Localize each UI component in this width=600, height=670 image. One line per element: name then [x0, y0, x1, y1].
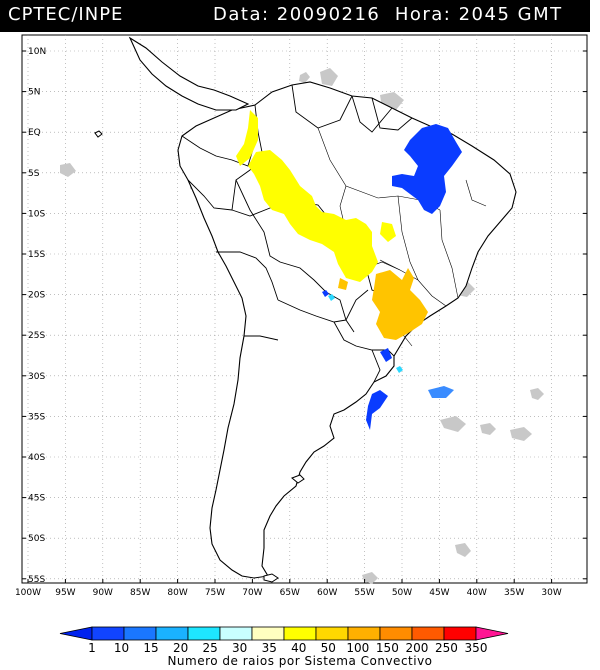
color-bar-tick-label: 100	[346, 641, 369, 655]
color-bar-swatch	[411, 626, 445, 641]
lon-label: 35W	[504, 588, 524, 598]
lon-label: 95W	[55, 588, 75, 598]
lon-label: 70W	[242, 588, 262, 598]
color-bar-swatch	[347, 626, 381, 641]
lat-label: 50S	[28, 534, 45, 544]
lat-label: 25S	[28, 331, 45, 341]
lon-label: 60W	[317, 588, 337, 598]
lat-label: 55S	[28, 575, 45, 585]
lat-label: 40S	[28, 453, 45, 463]
lightning-10-15	[428, 386, 454, 398]
color-bar	[59, 626, 509, 641]
lon-label: 90W	[93, 588, 113, 598]
color-bar-labels: 1 10 15 20 25 30 35 40 50 100 150 200 250 350	[88, 641, 487, 655]
color-bar-swatch	[187, 626, 221, 641]
color-bar-swatch	[219, 626, 253, 641]
color-bar-swatch	[123, 626, 157, 641]
longitude-labels: 100W 95W 90W 85W 80W 75W 70W 65W 60W 55W 50W 45W 40W…	[15, 588, 562, 598]
color-bar-swatch	[251, 626, 285, 641]
lat-label: 10N	[28, 47, 46, 57]
color-bar-swatch	[283, 626, 317, 641]
lat-label: 5N	[28, 88, 40, 98]
lightning-20-25	[328, 294, 403, 373]
lon-label: 80W	[167, 588, 187, 598]
lon-label: 40W	[467, 588, 487, 598]
lat-label: 20S	[28, 291, 45, 301]
color-bar-swatch	[315, 626, 349, 641]
color-bar-tick-label: 20	[173, 641, 188, 655]
lightning-50-100	[338, 268, 428, 340]
color-bar-swatch	[443, 626, 477, 641]
lightning-1-10	[322, 124, 462, 430]
color-bar-swatch	[475, 626, 509, 641]
lon-label: 65W	[280, 588, 300, 598]
color-bar-tick-label: 50	[321, 641, 336, 655]
lat-label: 10S	[28, 209, 45, 219]
lon-label: 45W	[429, 588, 449, 598]
color-bar-tick-label: 250	[435, 641, 458, 655]
source-label: CPTEC/INPE	[8, 4, 124, 25]
color-bar-swatch	[91, 626, 125, 641]
color-bar-swatch	[59, 626, 93, 641]
lon-label: 55W	[354, 588, 374, 598]
color-bar-swatch	[379, 626, 413, 641]
color-bar-tick-label: 150	[376, 641, 399, 655]
latitude-labels: 10N 5N EQ 5S 10S 15S 20S 25S 30S 35S 40S 45S 50S 55S	[28, 47, 46, 585]
color-bar-tick-label: 10	[114, 641, 129, 655]
lon-label: 50W	[392, 588, 412, 598]
lon-label: 100W	[15, 588, 41, 598]
color-bar-tick-label: 40	[291, 641, 306, 655]
color-bar-tick-label: 25	[203, 641, 218, 655]
lat-label: EQ	[28, 128, 41, 138]
lon-label: 85W	[130, 588, 150, 598]
lat-label: 45S	[28, 494, 45, 504]
lat-label: 35S	[28, 412, 45, 422]
color-bar-tick-label: 200	[405, 641, 428, 655]
color-bar-swatch	[155, 626, 189, 641]
lon-label: 30W	[541, 588, 561, 598]
color-bar-tick-label: 350	[465, 641, 488, 655]
color-bar-tick-label: 35	[262, 641, 277, 655]
color-bar-tick-label: 15	[143, 641, 158, 655]
lightning-35-40	[236, 110, 396, 282]
color-bar-title: Numero de raios por Sistema Convectivo	[167, 654, 432, 668]
islands	[94, 130, 305, 583]
datetime-label: Data: 20090216 Hora: 2045 GMT	[213, 4, 563, 25]
lat-label: 15S	[28, 250, 45, 260]
lat-label: 30S	[28, 372, 45, 382]
lon-label: 75W	[205, 588, 225, 598]
color-bar-tick-label: 30	[232, 641, 247, 655]
axis-ticks	[22, 50, 587, 583]
central-america-outline	[128, 36, 250, 111]
lat-label: 5S	[28, 169, 40, 179]
color-bar-tick-label: 1	[88, 641, 96, 655]
title-bar: CPTEC/INPE Data: 20090216 Hora: 2045 GMT	[0, 0, 590, 32]
